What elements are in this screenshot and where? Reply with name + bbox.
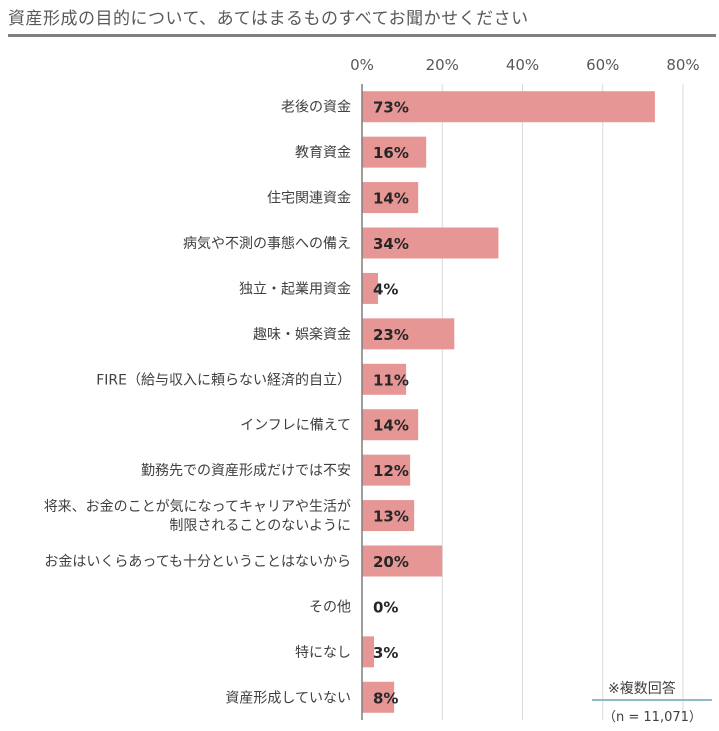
category-label: 勤務先での資産形成だけでは不安 bbox=[141, 463, 351, 479]
data-label: 3% bbox=[373, 644, 398, 662]
category-label: 教育資金 bbox=[295, 145, 351, 161]
x-tick-label: 80% bbox=[666, 56, 699, 74]
sample-size-note: （n = 11,071） bbox=[603, 710, 702, 725]
note-divider bbox=[592, 699, 712, 701]
bar bbox=[362, 454, 411, 486]
data-label: 23% bbox=[373, 326, 409, 344]
data-label: 14% bbox=[373, 190, 409, 208]
bar bbox=[362, 227, 499, 259]
bar bbox=[362, 363, 407, 395]
data-label: 13% bbox=[373, 508, 409, 526]
bar bbox=[362, 636, 375, 668]
category-label: お金はいくらあっても十分ということはないから bbox=[44, 554, 351, 570]
x-tick-label: 20% bbox=[426, 56, 459, 74]
bar bbox=[362, 91, 655, 123]
bar bbox=[362, 272, 379, 304]
chart-title: 資産形成の目的について、あてはまるものすべてお聞かせください bbox=[8, 9, 529, 29]
data-label: 16% bbox=[373, 144, 409, 162]
title-underline bbox=[8, 34, 716, 37]
bar bbox=[362, 500, 415, 532]
bar bbox=[362, 681, 395, 713]
category-label: 住宅関連資金 bbox=[267, 191, 351, 207]
data-label: 20% bbox=[373, 553, 409, 571]
category-label: 特になし bbox=[295, 645, 351, 661]
bar bbox=[362, 318, 455, 350]
bar bbox=[362, 136, 427, 168]
category-label: 独立・起業用資金 bbox=[239, 281, 351, 297]
data-label: 11% bbox=[373, 371, 409, 389]
data-label: 14% bbox=[373, 417, 409, 435]
bar bbox=[362, 545, 443, 577]
data-label: 73% bbox=[373, 99, 409, 117]
category-label: その他 bbox=[309, 599, 351, 615]
category-label: 老後の資金 bbox=[281, 100, 351, 116]
x-tick-label: 40% bbox=[506, 56, 539, 74]
category-label: 趣味・娯楽資金 bbox=[253, 327, 351, 343]
data-label: 34% bbox=[373, 235, 409, 253]
data-label: 12% bbox=[373, 462, 409, 480]
category-label: 病気や不測の事態への備え bbox=[183, 236, 351, 252]
multiple-answers-note: ※複数回答 bbox=[608, 681, 676, 697]
category-label: 将来、お金のことが気になってキャリアや生活が bbox=[44, 499, 351, 515]
x-tick-label: 60% bbox=[586, 56, 619, 74]
x-tick-label: 0% bbox=[350, 56, 374, 74]
data-label: 0% bbox=[373, 598, 398, 616]
bar bbox=[362, 182, 419, 214]
data-label: 8% bbox=[373, 689, 398, 707]
category-label: FIRE（給与収入に頼らない経済的自立） bbox=[96, 372, 351, 388]
data-label: 4% bbox=[373, 280, 398, 298]
category-label: 制限されることのないように bbox=[169, 518, 351, 534]
category-label: インフレに備えて bbox=[240, 418, 351, 434]
bar bbox=[362, 409, 419, 441]
category-label: 資産形成していない bbox=[225, 690, 351, 706]
